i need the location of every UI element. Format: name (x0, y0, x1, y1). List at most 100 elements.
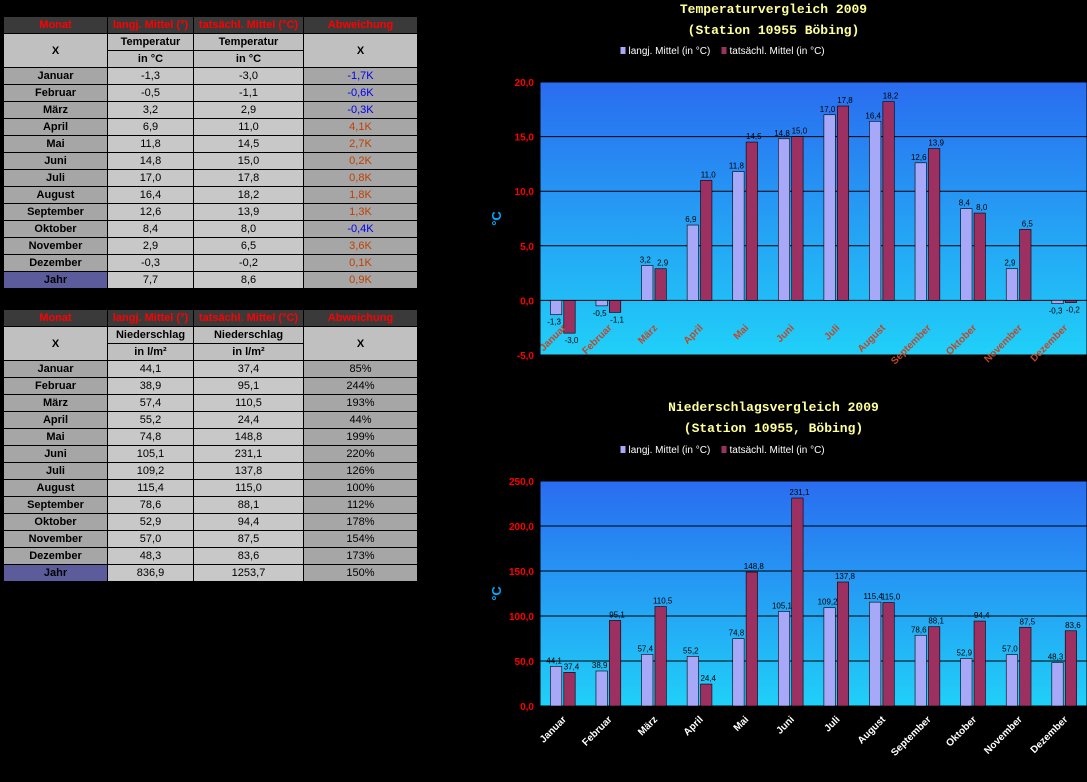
precip-mean-cell: 78,6 (107, 496, 194, 514)
data-label: 78,6 (911, 625, 927, 634)
temp-mean-cell: 2,9 (107, 237, 194, 255)
y-tick-label: 0,0 (520, 296, 534, 307)
temp-header-0: Monat (3, 16, 108, 34)
bar-actual (563, 300, 576, 334)
precip-deviation-cell: 244% (303, 377, 418, 395)
precip-x-mark-left: X (3, 326, 108, 361)
temp-actual-cell: -1,1 (193, 84, 304, 102)
precip-deviation-cell: 100% (303, 479, 418, 497)
temp-mean-cell: 17,0 (107, 169, 194, 187)
y-tick-label: 20,0 (515, 78, 535, 89)
temp-header-2: tatsächl. Mittel (°C) (193, 16, 304, 34)
x-tick-label: Februar (580, 714, 614, 748)
temp-table-row: Mai 11,8 14,5 2,7K (3, 135, 418, 153)
data-label: 137,8 (835, 572, 856, 581)
data-label: 57,4 (637, 644, 653, 653)
y-tick-label: 100,0 (509, 612, 534, 623)
precip-unit-actual-2: in l/m² (193, 343, 304, 361)
precip-mean-cell: 115,4 (107, 479, 194, 497)
y-tick-label: 50,0 (515, 657, 535, 668)
bar-mean (823, 607, 836, 707)
bar-mean (550, 666, 563, 707)
precip-table-row: Oktober 52,9 94,4 178% (3, 513, 418, 531)
chart-subtitle: (Station 10955 Böbing) (688, 23, 860, 38)
precip-month-cell: Oktober (3, 513, 108, 531)
precip-deviation-cell: 44% (303, 411, 418, 429)
data-label: 48,3 (1048, 653, 1064, 662)
precip-table-row: November 57,0 87,5 154% (3, 530, 418, 548)
precip-mean-cell: 52,9 (107, 513, 194, 531)
temp-month-cell: Mai (3, 135, 108, 153)
data-label: -3,0 (565, 336, 579, 345)
precip-actual-cell: 37,4 (193, 360, 304, 378)
temp-deviation-cell: -0,3K (303, 101, 418, 119)
data-label: 3,2 (640, 255, 652, 264)
precip-deviation-cell: 150% (303, 564, 418, 582)
precipitation-chart: Niederschlagsvergleich 2009 (Station 1095… (489, 400, 1087, 759)
precip-actual-cell: 137,8 (193, 462, 304, 480)
temp-x-mark-right: X (303, 33, 418, 68)
precip-deviation-cell: 112% (303, 496, 418, 514)
temp-table-row: November 2,9 6,5 3,6K (3, 237, 418, 255)
bar-actual (700, 683, 713, 707)
precip-header-row: Monat langj. Mittel (°) tatsächl. Mittel (… (3, 309, 418, 327)
temp-table-row: September 12,6 13,9 1,3K (3, 203, 418, 221)
chart-subtitle: (Station 10955, Böbing) (684, 421, 863, 436)
legend-swatch-actual (721, 446, 727, 453)
temp-actual-cell: 8,6 (193, 271, 304, 289)
temp-actual-cell: -3,0 (193, 67, 304, 85)
data-label: 11,0 (701, 170, 717, 179)
plot-area (539, 480, 1087, 707)
precip-month-cell: Dezember (3, 547, 108, 565)
data-label: -0,5 (593, 309, 607, 318)
bar-mean (686, 224, 699, 301)
temp-month-cell: Juni (3, 152, 108, 170)
data-label: 94,4 (974, 611, 990, 620)
x-tick-label: Januar (538, 714, 569, 745)
temp-table-row: Juni 14,8 15,0 0,2K (3, 152, 418, 170)
bar-mean (595, 670, 608, 707)
data-label: 231,1 (789, 488, 810, 497)
data-label: 15,0 (792, 127, 808, 136)
precipitation-table: Monat langj. Mittel (°) tatsächl. Mittel (… (3, 309, 418, 582)
precip-x-mark-right: X (303, 326, 418, 361)
temp-month-cell: Februar (3, 84, 108, 102)
temp-mean-cell: 12,6 (107, 203, 194, 221)
data-label: 57,0 (1002, 645, 1018, 654)
temp-unit-mean-2: in °C (107, 50, 194, 68)
temp-mean-cell: -0,5 (107, 84, 194, 102)
data-label: 12,6 (911, 153, 927, 162)
precip-table-row: September 78,6 88,1 112% (3, 496, 418, 514)
precip-table-row: Juli 109,2 137,8 126% (3, 462, 418, 480)
temp-table-row: Dezember -0,3 -0,2 0,1K (3, 254, 418, 272)
temp-mean-cell: -1,3 (107, 67, 194, 85)
precip-table-row: Dezember 48,3 83,6 173% (3, 547, 418, 565)
temp-x-mark-left: X (3, 33, 108, 68)
data-label: 95,1 (609, 610, 625, 619)
precip-month-cell: Juli (3, 462, 108, 480)
temp-deviation-cell: 0,2K (303, 152, 418, 170)
bar-actual (928, 148, 941, 301)
precip-table-row: Februar 38,9 95,1 244% (3, 377, 418, 395)
precip-unit-actual: Niederschlag (193, 326, 304, 344)
temp-mean-cell: 6,9 (107, 118, 194, 136)
precip-deviation-cell: 193% (303, 394, 418, 412)
precip-mean-cell: 109,2 (107, 462, 194, 480)
data-label: 44,1 (546, 656, 562, 665)
temp-month-cell: August (3, 186, 108, 204)
precip-month-cell: März (3, 394, 108, 412)
precip-actual-cell: 231,1 (193, 445, 304, 463)
x-tick-label: November (982, 714, 1024, 756)
temp-table-row: Januar -1,3 -3,0 -1,7K (3, 67, 418, 85)
temp-month-cell: Januar (3, 67, 108, 85)
data-label: 105,1 (772, 601, 793, 610)
bar-actual (836, 581, 849, 707)
bar-mean (914, 162, 927, 301)
temp-mean-cell: 11,8 (107, 135, 194, 153)
x-tick-label: Dezember (1029, 714, 1071, 756)
y-tick-label: 10,0 (515, 187, 535, 198)
data-label: 83,6 (1065, 621, 1081, 630)
temp-month-cell: September (3, 203, 108, 221)
data-label: 38,9 (592, 661, 608, 670)
y-axis-label: °C (489, 211, 504, 226)
